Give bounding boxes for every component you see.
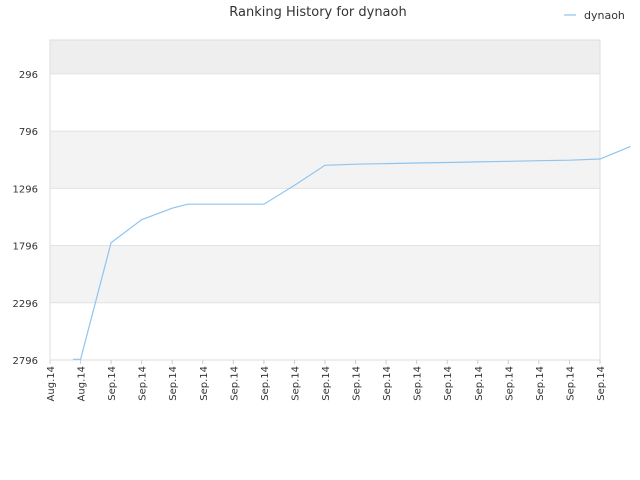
- y-tick-label: 1296: [13, 184, 38, 195]
- y-tick-label: 1796: [13, 242, 38, 253]
- x-tick-label: Aug.14: [46, 366, 57, 401]
- y-tick-label: 296: [19, 70, 38, 81]
- x-tick-label: Sep.14: [565, 366, 576, 401]
- x-tick-label: Sep.14: [535, 366, 546, 401]
- x-tick-label: Sep.14: [290, 366, 301, 401]
- grid-band: [50, 245, 600, 303]
- x-tick-label: Sep.14: [260, 366, 271, 401]
- x-tick-label: Sep.14: [138, 366, 149, 401]
- y-tick-label: 2796: [13, 356, 38, 367]
- x-tick-label: Sep.14: [321, 366, 332, 401]
- grid-band: [50, 188, 600, 246]
- legend-label: dynaoh: [584, 9, 625, 22]
- plot-area: 296 796 1296 1796 2296 2796 Aug.14 Aug.14 Sep.14…: [13, 39, 631, 401]
- x-tick-label: Sep.14: [443, 366, 454, 401]
- x-tick-label: Sep.14: [107, 366, 118, 401]
- y-tick-label: 796: [19, 127, 38, 138]
- chart-title: Ranking History for dynaoh: [229, 5, 406, 20]
- grid-band: [50, 131, 600, 189]
- grid-band: [50, 73, 600, 132]
- x-tick-label: Sep.14: [504, 366, 515, 401]
- series-line-dynaoh: [72, 145, 631, 360]
- x-tick-label: Aug.14: [77, 366, 88, 401]
- x-tick-label: Sep.14: [596, 366, 607, 401]
- x-tick-label: Sep.14: [352, 366, 363, 401]
- x-tick-label: Sep.14: [474, 366, 485, 401]
- x-tick-label: Sep.14: [168, 366, 179, 401]
- y-tick-label: 2296: [13, 299, 38, 310]
- x-tick-label: Sep.14: [413, 366, 424, 401]
- legend: dynaoh: [564, 9, 625, 22]
- grid-band: [50, 302, 600, 360]
- x-tick-label: Sep.14: [229, 366, 240, 401]
- x-tick-label: Sep.14: [382, 366, 393, 401]
- grid-band: [50, 40, 600, 74]
- x-tick-label: Sep.14: [199, 366, 210, 401]
